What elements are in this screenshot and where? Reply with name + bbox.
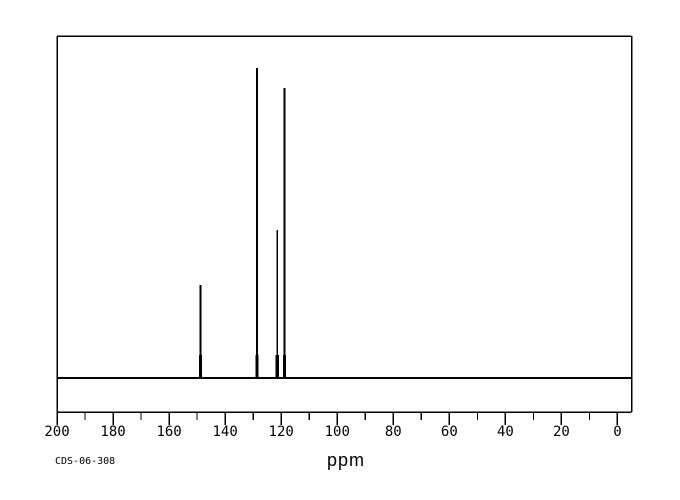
x-tick-label: 60 (441, 424, 458, 440)
x-axis-unit-label: ppm (326, 450, 365, 470)
x-tick-label: 0 (613, 424, 621, 440)
spectrum-baseline (57, 376, 632, 380)
spectrum-id-label: CDS-06-308 (55, 456, 116, 467)
x-tick-label: 120 (269, 424, 294, 440)
x-tick-label: 80 (385, 424, 402, 440)
x-tick-label: 200 (44, 424, 69, 440)
nmr-peak-base (198, 355, 203, 378)
x-tick-label: 40 (497, 424, 514, 440)
x-tick-label: 160 (156, 424, 181, 440)
x-tick-label: 20 (553, 424, 570, 440)
nmr-peak (283, 87, 286, 378)
nmr-peak (276, 230, 279, 378)
nmr-peak (199, 285, 202, 378)
x-tick-label: 180 (100, 424, 125, 440)
nmr-peak-base (282, 355, 287, 378)
nmr-peak-base (275, 355, 279, 378)
nmr-peak-base (255, 355, 259, 378)
nmr-peak (256, 68, 258, 378)
x-tick-label: 140 (212, 424, 237, 440)
x-tick-label: 100 (325, 424, 350, 440)
